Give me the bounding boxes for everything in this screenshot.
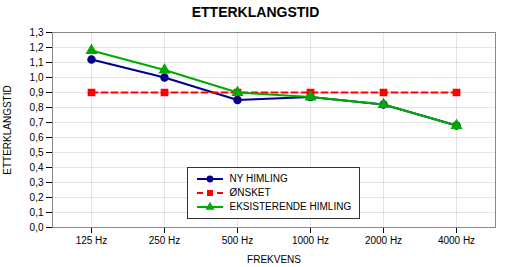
svg-text:ETTERKLANGSTID: ETTERKLANGSTID xyxy=(2,85,13,174)
html-text:ETTERKLANGSTID: ETTERKLANGSTID xyxy=(191,4,320,20)
svg-text:0,9: 0,9 xyxy=(30,87,44,98)
html-text:NY HIMLING: NY HIMLING xyxy=(229,173,288,184)
svg-text:1000 Hz: 1000 Hz xyxy=(292,235,329,246)
html-text:ØNSKET: ØNSKET xyxy=(229,187,271,198)
svg-text:0,7: 0,7 xyxy=(30,117,44,128)
svg-text:1,1: 1,1 xyxy=(30,57,44,68)
svg-text:250 Hz: 250 Hz xyxy=(149,235,181,246)
svg-text:2000 Hz: 2000 Hz xyxy=(365,235,402,246)
svg-text:0,2: 0,2 xyxy=(30,192,44,203)
svg-text:4000 Hz: 4000 Hz xyxy=(438,235,475,246)
svg-text:0,4: 0,4 xyxy=(30,162,44,173)
svg-text:0,8: 0,8 xyxy=(30,102,44,113)
html-text:EKSISTERENDE HIMLING: EKSISTERENDE HIMLING xyxy=(229,201,352,212)
svg-text:0,5: 0,5 xyxy=(30,147,44,158)
svg-text:500 Hz: 500 Hz xyxy=(222,235,254,246)
svg-text:0,3: 0,3 xyxy=(30,177,44,188)
svg-text:0,1: 0,1 xyxy=(30,207,44,218)
svg-text:125 Hz: 125 Hz xyxy=(76,235,108,246)
svg-text:1,3: 1,3 xyxy=(30,27,44,38)
svg-text:0,6: 0,6 xyxy=(30,132,44,143)
svg-text:1,0: 1,0 xyxy=(30,72,44,83)
svg-text:1,2: 1,2 xyxy=(30,42,44,53)
svg-text:FREKVENS: FREKVENS xyxy=(247,254,301,265)
svg-text:0,0: 0,0 xyxy=(30,222,44,233)
